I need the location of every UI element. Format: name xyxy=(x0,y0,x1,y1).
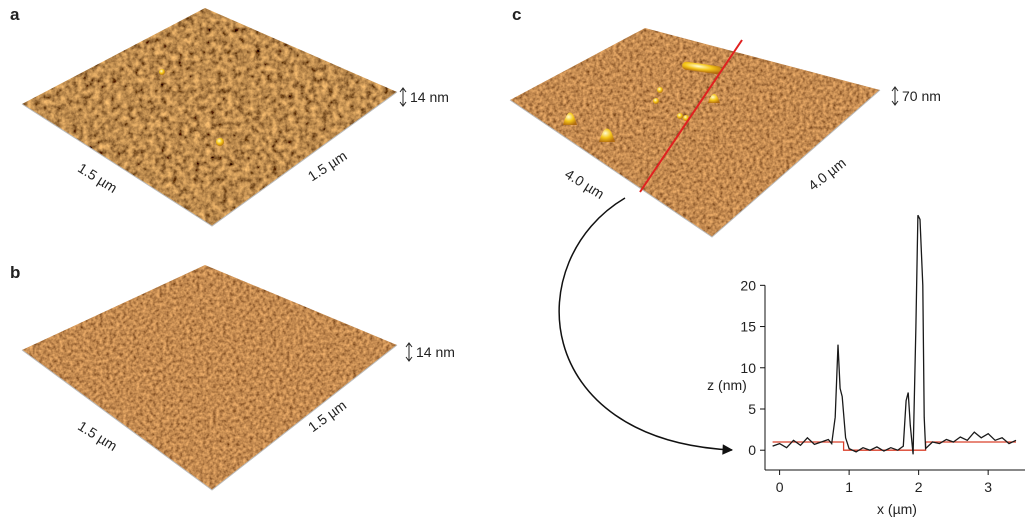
x-tick-label: 1 xyxy=(845,479,853,495)
z-arrow xyxy=(399,87,407,107)
afm-particle xyxy=(159,69,165,75)
x-tick-label: 2 xyxy=(915,479,923,495)
afm-particle xyxy=(682,61,722,75)
afm-edge xyxy=(21,344,398,491)
afm-particle xyxy=(599,128,615,142)
afm-edge xyxy=(509,89,881,238)
connector-arrow xyxy=(558,197,734,455)
y-axis-label: z (nm) xyxy=(707,377,747,393)
profile-cut xyxy=(639,39,743,193)
panel-label: a xyxy=(10,5,20,24)
panel-label: b xyxy=(10,263,20,282)
x-tick-label: 0 xyxy=(776,479,784,495)
profile-line xyxy=(772,214,1017,455)
x-tick-label: 3 xyxy=(984,479,992,495)
z-scale: 14 nm xyxy=(416,344,455,360)
afm-surface xyxy=(22,265,397,490)
scale-label: 4.0 µm xyxy=(562,166,607,202)
afm-particle xyxy=(653,98,659,104)
panel-label: c xyxy=(512,5,521,24)
x-axis-label: x (µm) xyxy=(877,501,917,517)
z-scale: 14 nm xyxy=(410,89,449,105)
afm-surface xyxy=(510,28,880,237)
afm-particle xyxy=(708,94,720,103)
y-tick-label: 0 xyxy=(748,442,756,458)
afm-surface xyxy=(22,8,397,226)
scale-label: 1.5 µm xyxy=(75,418,120,454)
y-tick-label: 15 xyxy=(740,319,756,335)
z-arrow xyxy=(405,342,413,362)
y-tick-label: 5 xyxy=(748,401,756,417)
scale-label: 4.0 µm xyxy=(805,154,849,193)
afm-particle xyxy=(677,113,683,119)
z-scale: 70 nm xyxy=(902,88,941,104)
scale-label: 1.5 µm xyxy=(75,160,120,196)
afm-particle xyxy=(563,112,577,125)
afm-particle xyxy=(216,138,224,146)
y-tick-label: 10 xyxy=(740,360,756,376)
profile-chart: 0 5 10 15 20 0 1 2 3 z (nm) x (µm) xyxy=(707,214,1025,517)
afm-edge xyxy=(21,91,398,227)
afm-particle xyxy=(657,87,663,93)
y-tick-label: 20 xyxy=(740,277,756,293)
z-arrow xyxy=(891,86,899,106)
